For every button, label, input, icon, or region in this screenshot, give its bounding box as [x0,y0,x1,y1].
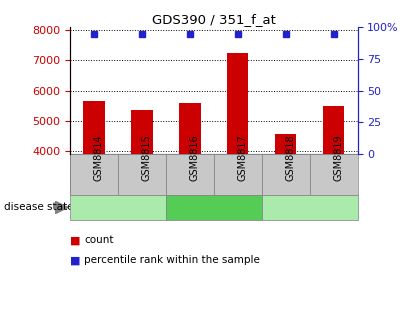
Bar [179,102,201,154]
Text: percentile rank within the sample: percentile rank within the sample [84,255,260,265]
Text: ■: ■ [70,235,81,245]
Bar [227,53,249,154]
Text: control: control [196,203,232,212]
Text: GSM8818: GSM8818 [286,134,296,181]
Bar [70,154,118,195]
Bar [214,154,262,195]
Text: GSM8819: GSM8819 [334,134,344,181]
Text: disease state: disease state [4,203,74,212]
Title: GDS390 / 351_f_at: GDS390 / 351_f_at [152,13,276,26]
Bar [275,133,296,154]
Text: active ITP: active ITP [92,203,143,212]
Bar [262,154,309,195]
Text: ■: ■ [70,255,81,265]
Bar [323,106,344,154]
Text: ITP in remission: ITP in remission [268,203,351,212]
Bar [131,110,152,154]
Text: GSM8815: GSM8815 [142,134,152,181]
Bar [309,154,358,195]
Bar [83,101,105,154]
Text: GSM8816: GSM8816 [190,134,200,181]
Text: count: count [84,235,114,245]
Text: GSM8814: GSM8814 [94,134,104,181]
Bar [118,154,166,195]
Bar [166,154,214,195]
Text: GSM8817: GSM8817 [238,134,248,181]
Polygon shape [55,202,68,214]
